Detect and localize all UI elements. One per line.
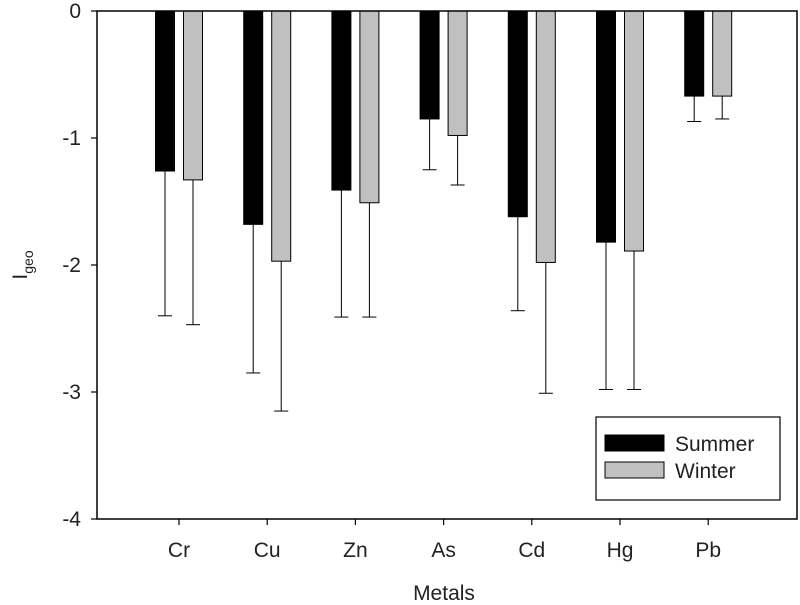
x-tick-label-cr: Cr [168,539,190,562]
bar-summer-pb [684,10,705,97]
legend-box [595,416,781,501]
x-tick-label-cd: Cd [518,539,545,562]
y-tick-label: -1 [62,127,81,150]
legend-label-summer: Summer [675,433,754,456]
x-tick-label-as: As [431,539,456,562]
x-tick-label-pb: Pb [695,539,721,562]
bar-winter-cu [271,10,292,262]
bar-winter-as [447,10,468,136]
y-axis: 0 -1 -2 -3 -4 [62,0,97,531]
legend: Summer Winter [595,416,781,501]
bar-summer-cd [507,10,528,218]
y-axis-title: Igeo [9,250,36,279]
bar-summer-cu [243,10,264,225]
x-axis: Cr Cu Zn As Cd Hg Pb [168,519,721,562]
legend-label-winter: Winter [675,460,736,483]
svg-text:Igeo: Igeo [9,250,36,279]
bar-winter-cr [183,10,203,181]
y-tick-label: 0 [69,0,81,23]
legend-swatch-summer [604,434,665,452]
x-tick-label-cu: Cu [254,539,281,562]
y-axis-title-main: I [9,274,32,280]
y-tick-label: -3 [62,381,81,404]
bars-layer [155,10,733,263]
y-tick-label: -4 [62,508,81,531]
legend-swatch-winter [604,461,665,479]
error-bars-layer [158,96,730,412]
bar-winter-zn [359,10,380,204]
bar-summer-zn [331,10,352,191]
x-axis-title: Metals [413,582,475,605]
bar-winter-cd [535,10,556,263]
bar-winter-pb [712,10,733,97]
x-tick-label-zn: Zn [343,539,368,562]
x-tick-label-hg: Hg [607,539,634,562]
bar-winter-hg [624,10,644,252]
y-axis-title-subscript: geo [20,250,36,274]
bar-summer-hg [596,10,616,243]
bar-summer-cr [155,10,175,172]
y-tick-label: -2 [62,254,81,277]
bar-summer-as [419,10,440,120]
